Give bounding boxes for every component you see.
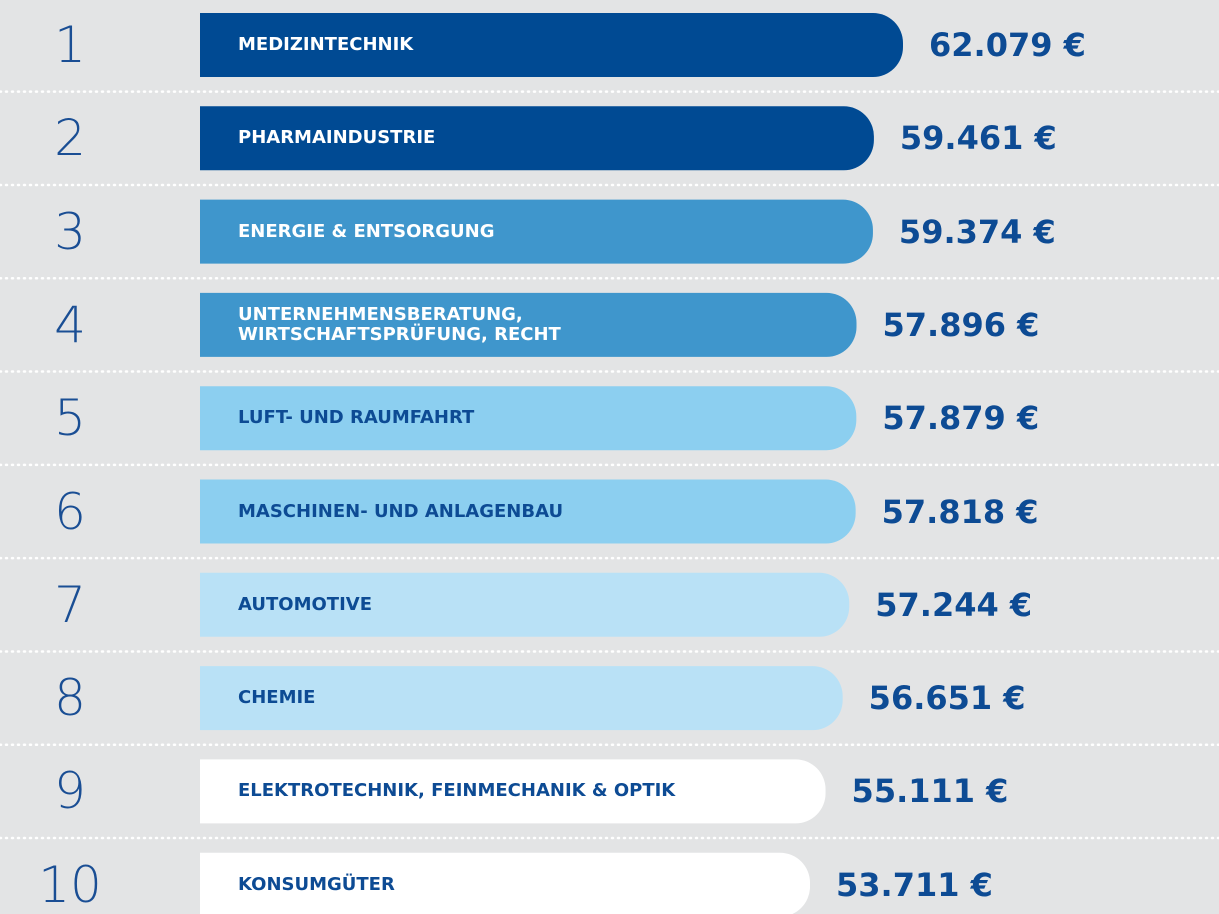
value-label: 57.879 € xyxy=(882,399,1040,438)
rank-label: 3 xyxy=(54,202,86,261)
bar xyxy=(200,13,903,77)
category-label: UNTERNEHMENSBERATUNG, WIRTSCHAFTSPRÜFUNG… xyxy=(238,303,561,345)
rank-label: 9 xyxy=(54,762,86,821)
value-label: 59.374 € xyxy=(898,212,1056,251)
rank-label: 8 xyxy=(54,669,86,728)
category-label: KONSUMGÜTER xyxy=(238,873,395,895)
bar xyxy=(200,572,850,637)
bar xyxy=(200,759,826,824)
category-label: PHARMAINDUSTRIE xyxy=(238,127,436,149)
category-label: ELEKTROTECHNIK, FEINMECHANIK & OPTIK xyxy=(238,780,676,802)
value-label: 53.711 € xyxy=(836,865,993,904)
value-label: 59.461 € xyxy=(899,119,1057,158)
bar xyxy=(200,666,843,731)
value-label: 55.111 € xyxy=(851,772,1009,811)
rank-label: 7 xyxy=(54,575,86,634)
category-label: ENERGIE & ENTSORGUNG xyxy=(238,220,495,242)
value-label: 57.896 € xyxy=(882,305,1040,344)
value-label: 56.651 € xyxy=(868,679,1026,718)
rank-label: 4 xyxy=(54,295,86,354)
bar xyxy=(200,292,857,357)
rank-label: 1 xyxy=(54,16,86,74)
category-label: CHEMIE xyxy=(238,687,316,709)
category-label: AUTOMOTIVE xyxy=(238,593,372,615)
bar xyxy=(200,386,857,451)
rank-label: 2 xyxy=(54,109,86,168)
bar xyxy=(200,852,810,914)
bar xyxy=(200,106,874,171)
value-label: 62.079 € xyxy=(929,26,1086,64)
category-label: MEDIZINTECHNIK xyxy=(238,34,414,55)
rank-label: 6 xyxy=(54,482,86,541)
bar xyxy=(200,479,856,544)
value-label: 57.818 € xyxy=(881,492,1039,531)
value-label: 57.244 € xyxy=(875,585,1033,624)
category-label: MASCHINEN- UND ANLAGENBAU xyxy=(238,500,564,522)
rank-label: 5 xyxy=(54,389,86,448)
bar xyxy=(200,199,873,264)
category-label: LUFT- UND RAUMFAHRT xyxy=(238,407,475,429)
rank-label: 10 xyxy=(38,855,102,914)
